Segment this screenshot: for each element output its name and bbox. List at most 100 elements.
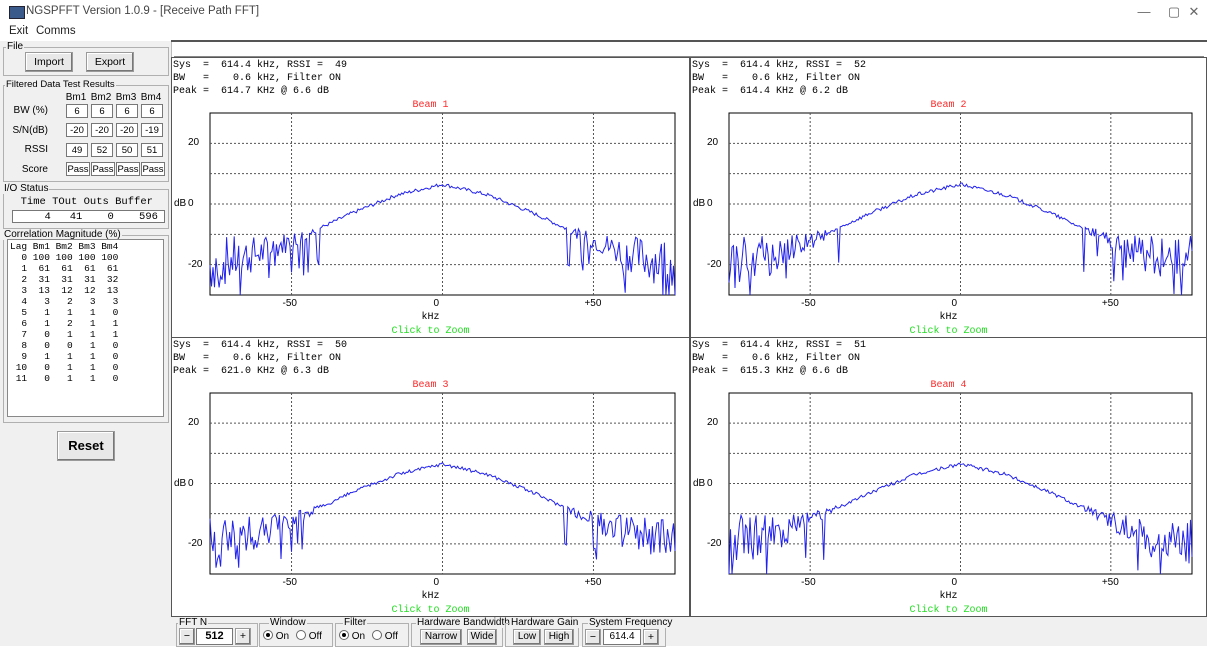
correlation-row: 10 0 1 1 0 [10, 362, 119, 373]
correlation-title: Correlation Magnitude (%) [3, 229, 122, 240]
result-cell: Pass [91, 162, 115, 176]
result-cell: 49 [66, 143, 88, 157]
window-title-label: Window [269, 617, 307, 628]
high-gain-button[interactable]: High [544, 629, 574, 645]
peak-readout: Peak = 615.3 KHz @ 6.6 dB [692, 366, 849, 377]
correlation-row: 2 31 31 31 32 [10, 274, 119, 285]
beam-title: Beam 1 [412, 100, 449, 111]
click-to-zoom-link[interactable]: Click to Zoom [909, 605, 988, 616]
radio-checked-icon [339, 630, 349, 640]
filter-title: Filter [343, 617, 368, 628]
result-cell: 6 [91, 104, 113, 118]
filter-off-radio[interactable]: Off [372, 630, 398, 642]
fftn-value[interactable]: 512 [196, 628, 233, 645]
test-results-title: Filtered Data Test Results [5, 79, 116, 90]
sys-readout: Sys = 614.4 kHz, RSSI = 51 [692, 340, 867, 351]
menu-exit[interactable]: Exit [9, 25, 29, 37]
spectrum-chart [728, 112, 1193, 296]
result-cell: 51 [141, 143, 163, 157]
beam-plot-2[interactable]: Sys = 614.4 kHz, RSSI = 52 BW = 0.6 kHz, … [690, 57, 1207, 338]
y-tick-label: 0 [707, 198, 713, 209]
spectrum-trace [728, 462, 1193, 575]
column-header: Bm2 [90, 92, 112, 103]
window-off-radio[interactable]: Off [296, 630, 322, 642]
export-button[interactable]: Export [86, 52, 134, 72]
sys-readout: Sys = 614.4 kHz, RSSI = 50 [173, 340, 348, 351]
plot-top-border [171, 40, 1207, 42]
correlation-list: Lag Bm1 Bm2 Bm3 Bm4 0 100 100 100 100 1 … [7, 239, 164, 417]
correlation-row: 1 61 61 61 61 [10, 263, 119, 274]
beam-plot-4[interactable]: Sys = 614.4 kHz, RSSI = 51 BW = 0.6 kHz, … [690, 337, 1207, 617]
maximize-button[interactable]: ▢ [1167, 4, 1181, 19]
sys-freq-title: System Frequency [588, 617, 674, 628]
x-tick-label: -50 [282, 298, 297, 309]
beam-title: Beam 2 [930, 100, 967, 111]
result-cell: Pass [116, 162, 140, 176]
x-axis-label: kHz [939, 312, 958, 323]
window-on-label: On [275, 631, 290, 642]
row-label-rssi: RSSI [24, 144, 48, 155]
beam-title: Beam 3 [412, 380, 449, 391]
wide-button[interactable]: Wide [467, 629, 497, 645]
sys-freq-increment-button[interactable]: + [643, 629, 659, 645]
window-on-radio[interactable]: On [263, 630, 289, 642]
correlation-row: 4 3 2 3 3 [10, 296, 119, 307]
click-to-zoom-link[interactable]: Click to Zoom [909, 326, 988, 337]
result-cell: 6 [141, 104, 163, 118]
click-to-zoom-link[interactable]: Click to Zoom [391, 326, 470, 337]
y-axis-label: dB [174, 477, 187, 489]
command-input[interactable] [174, 42, 1204, 57]
y-axis-label: dB [693, 477, 706, 489]
close-button[interactable]: ✕ [1188, 4, 1200, 19]
x-tick-label: +50 [584, 577, 602, 588]
fftn-decrement-button[interactable]: − [179, 628, 195, 645]
correlation-row: 7 0 1 1 1 [10, 329, 119, 340]
correlation-row: 11 0 1 1 0 [10, 373, 119, 384]
spectrum-chart [209, 112, 676, 296]
sys-freq-decrement-button[interactable]: − [585, 629, 601, 645]
result-cell: -20 [116, 123, 138, 137]
column-header: Bm3 [115, 92, 137, 103]
y-tick-label: -20 [188, 258, 203, 270]
radio-unchecked-icon [372, 630, 382, 640]
filter-off-label: Off [384, 631, 398, 642]
fftn-title: FFT N [178, 617, 209, 628]
peak-readout: Peak = 614.7 KHz @ 6.6 dB [173, 86, 330, 97]
minimize-button[interactable]: — [1137, 4, 1151, 19]
spectrum-chart [728, 392, 1193, 575]
y-axis-label: dB [693, 198, 706, 209]
x-tick-label: -50 [801, 577, 816, 588]
y-tick-label: 0 [188, 477, 194, 489]
y-axis-label: dB [174, 198, 187, 209]
y-tick-label: -20 [707, 258, 722, 270]
column-header: Bm1 [65, 92, 87, 103]
x-tick-label: -50 [282, 577, 297, 588]
io-status-title: I/O Status [3, 183, 50, 194]
hw-bandwidth-title: Hardware Bandwidth [416, 617, 511, 628]
y-tick-label: 20 [707, 417, 719, 429]
x-tick-label: 0 [433, 577, 440, 588]
correlation-row: 0 100 100 100 100 [10, 252, 119, 263]
fftn-increment-button[interactable]: + [235, 628, 251, 645]
correlation-row: 8 0 0 1 0 [10, 340, 119, 351]
correlation-row: 9 1 1 1 0 [10, 351, 119, 362]
beam-plot-1[interactable]: Sys = 614.4 kHz, RSSI = 49 BW = 0.6 kHz, … [171, 57, 690, 338]
import-button[interactable]: Import [25, 52, 73, 72]
menu-comms[interactable]: Comms [36, 25, 76, 37]
filter-on-radio[interactable]: On [339, 630, 365, 642]
low-gain-button[interactable]: Low [513, 629, 541, 645]
correlation-header: Lag Bm1 Bm2 Bm3 Bm4 [10, 241, 119, 252]
y-tick-label: 20 [188, 417, 200, 429]
reset-button[interactable]: Reset [57, 431, 115, 461]
result-cell: Pass [141, 162, 165, 176]
beam-plot-3[interactable]: Sys = 614.4 kHz, RSSI = 50 BW = 0.6 kHz, … [171, 337, 690, 617]
click-to-zoom-link[interactable]: Click to Zoom [391, 605, 470, 616]
narrow-button[interactable]: Narrow [420, 629, 462, 645]
bw-readout: BW = 0.6 kHz, Filter ON [173, 73, 342, 84]
y-tick-label: -20 [188, 537, 203, 549]
spectrum-trace [209, 183, 676, 296]
sys-freq-value[interactable]: 614.4 [603, 629, 641, 645]
row-label-bw: BW (%) [13, 105, 48, 116]
result-cell: 6 [66, 104, 88, 118]
radio-unchecked-icon [296, 630, 306, 640]
